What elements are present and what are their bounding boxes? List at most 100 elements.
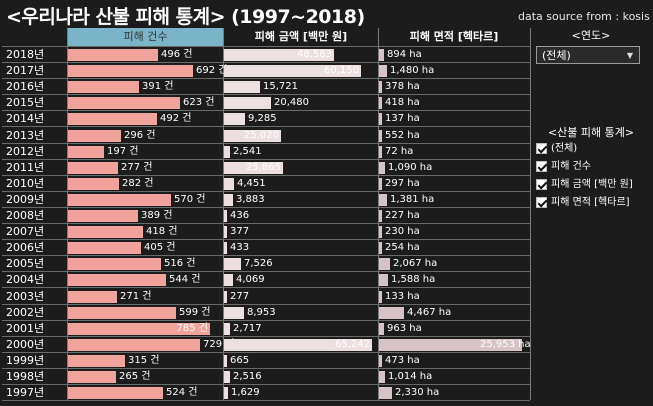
- checkbox-count[interactable]: 피해 건수: [536, 160, 648, 176]
- damage-bar[interactable]: [224, 97, 271, 109]
- count-bar[interactable]: [68, 130, 121, 142]
- count-label: 265 건: [119, 371, 151, 382]
- damage-label: 25,020: [244, 130, 279, 141]
- damage-bar[interactable]: [224, 226, 227, 238]
- area-label: 418 ha: [385, 97, 420, 108]
- count-bar[interactable]: [68, 323, 210, 335]
- area-bar[interactable]: [379, 113, 382, 125]
- row-divider: [2, 126, 530, 127]
- year-label: 2002년: [6, 306, 45, 319]
- damage-label: 436: [230, 210, 250, 221]
- column-header-count[interactable]: 피해 건수: [68, 28, 223, 46]
- area-bar[interactable]: [379, 210, 382, 222]
- year-label: 2001년: [6, 322, 45, 335]
- count-bar[interactable]: [68, 210, 138, 222]
- area-bar[interactable]: [379, 242, 382, 254]
- area-bar[interactable]: [379, 339, 522, 351]
- damage-bar[interactable]: [224, 355, 227, 367]
- count-bar[interactable]: [68, 194, 171, 206]
- count-bar[interactable]: [68, 355, 125, 367]
- count-bar[interactable]: [68, 307, 176, 319]
- damage-bar[interactable]: [224, 81, 260, 93]
- count-bar[interactable]: [68, 339, 200, 351]
- area-bar[interactable]: [379, 226, 382, 238]
- area-label: 254 ha: [385, 242, 420, 253]
- count-bar[interactable]: [68, 146, 104, 158]
- row-divider: [2, 239, 530, 240]
- row-divider: [2, 223, 530, 224]
- count-label: 389 건: [141, 210, 173, 221]
- area-bar[interactable]: [379, 387, 392, 399]
- checkbox-checked-icon: [536, 178, 547, 190]
- count-bar[interactable]: [68, 291, 117, 303]
- damage-bar[interactable]: [224, 146, 230, 158]
- damage-bar[interactable]: [224, 274, 233, 286]
- area-bar[interactable]: [379, 307, 404, 319]
- area-label: 1,480 ha: [390, 65, 435, 76]
- area-bar[interactable]: [379, 97, 382, 109]
- damage-bar[interactable]: [224, 323, 230, 335]
- count-bar[interactable]: [68, 49, 158, 61]
- area-bar[interactable]: [379, 274, 388, 286]
- area-bar[interactable]: [379, 65, 387, 77]
- year-label: 2016년: [6, 80, 45, 93]
- count-bar[interactable]: [68, 274, 166, 286]
- count-label: 405 건: [144, 242, 176, 253]
- area-bar[interactable]: [379, 49, 384, 61]
- area-label: 963 ha: [387, 323, 422, 334]
- area-label: 2,067 ha: [393, 258, 438, 269]
- count-bar[interactable]: [68, 371, 116, 383]
- year-label: 2000년: [6, 338, 45, 351]
- checkbox-area[interactable]: 피해 면적 [헥타르]: [536, 196, 648, 212]
- count-bar[interactable]: [68, 387, 163, 399]
- damage-bar[interactable]: [224, 291, 227, 303]
- row-divider: [2, 255, 530, 256]
- count-bar[interactable]: [68, 258, 161, 270]
- damage-bar[interactable]: [224, 307, 244, 319]
- area-bar[interactable]: [379, 258, 390, 270]
- column-header-area[interactable]: 피해 면적 [헥타르]: [409, 30, 499, 43]
- checkbox-damage[interactable]: 피해 금액 [백만 원]: [536, 178, 648, 194]
- damage-bar[interactable]: [224, 49, 334, 61]
- row-divider: [2, 352, 530, 353]
- count-bar[interactable]: [68, 97, 180, 109]
- damage-bar[interactable]: [224, 210, 227, 222]
- damage-bar[interactable]: [224, 162, 283, 174]
- area-label: 1,588 ha: [391, 274, 436, 285]
- checkbox-all[interactable]: (전체): [536, 142, 648, 158]
- damage-bar[interactable]: [224, 65, 361, 77]
- damage-bar[interactable]: [224, 178, 234, 190]
- damage-bar[interactable]: [224, 113, 245, 125]
- area-bar[interactable]: [379, 81, 382, 93]
- area-label: 227 ha: [385, 210, 420, 221]
- area-bar[interactable]: [379, 291, 382, 303]
- area-bar[interactable]: [379, 162, 385, 174]
- damage-bar[interactable]: [224, 194, 233, 206]
- year-dropdown[interactable]: (전체) ▼: [536, 46, 640, 64]
- count-bar[interactable]: [68, 113, 157, 125]
- count-bar[interactable]: [68, 65, 193, 77]
- damage-bar[interactable]: [224, 371, 230, 383]
- count-bar[interactable]: [68, 226, 143, 238]
- checkbox-label: 피해 면적 [헥타르]: [551, 197, 630, 208]
- area-bar[interactable]: [379, 194, 387, 206]
- area-bar[interactable]: [379, 371, 385, 383]
- area-bar[interactable]: [379, 178, 382, 190]
- area-bar[interactable]: [379, 130, 382, 142]
- count-bar[interactable]: [68, 242, 141, 254]
- grid-divider: [2, 46, 530, 47]
- count-bar[interactable]: [68, 178, 119, 190]
- area-label: 25,953 ha: [480, 339, 531, 350]
- damage-bar[interactable]: [224, 387, 228, 399]
- count-bar[interactable]: [68, 81, 139, 93]
- area-bar[interactable]: [379, 146, 382, 158]
- damage-bar[interactable]: [224, 242, 227, 254]
- damage-bar[interactable]: [224, 339, 372, 351]
- area-bar[interactable]: [379, 323, 384, 335]
- column-header-damage[interactable]: 피해 금액 [백만 원]: [254, 30, 348, 43]
- damage-bar[interactable]: [224, 258, 241, 270]
- area-bar[interactable]: [379, 355, 382, 367]
- count-bar[interactable]: [68, 162, 118, 174]
- damage-bar[interactable]: [224, 130, 281, 142]
